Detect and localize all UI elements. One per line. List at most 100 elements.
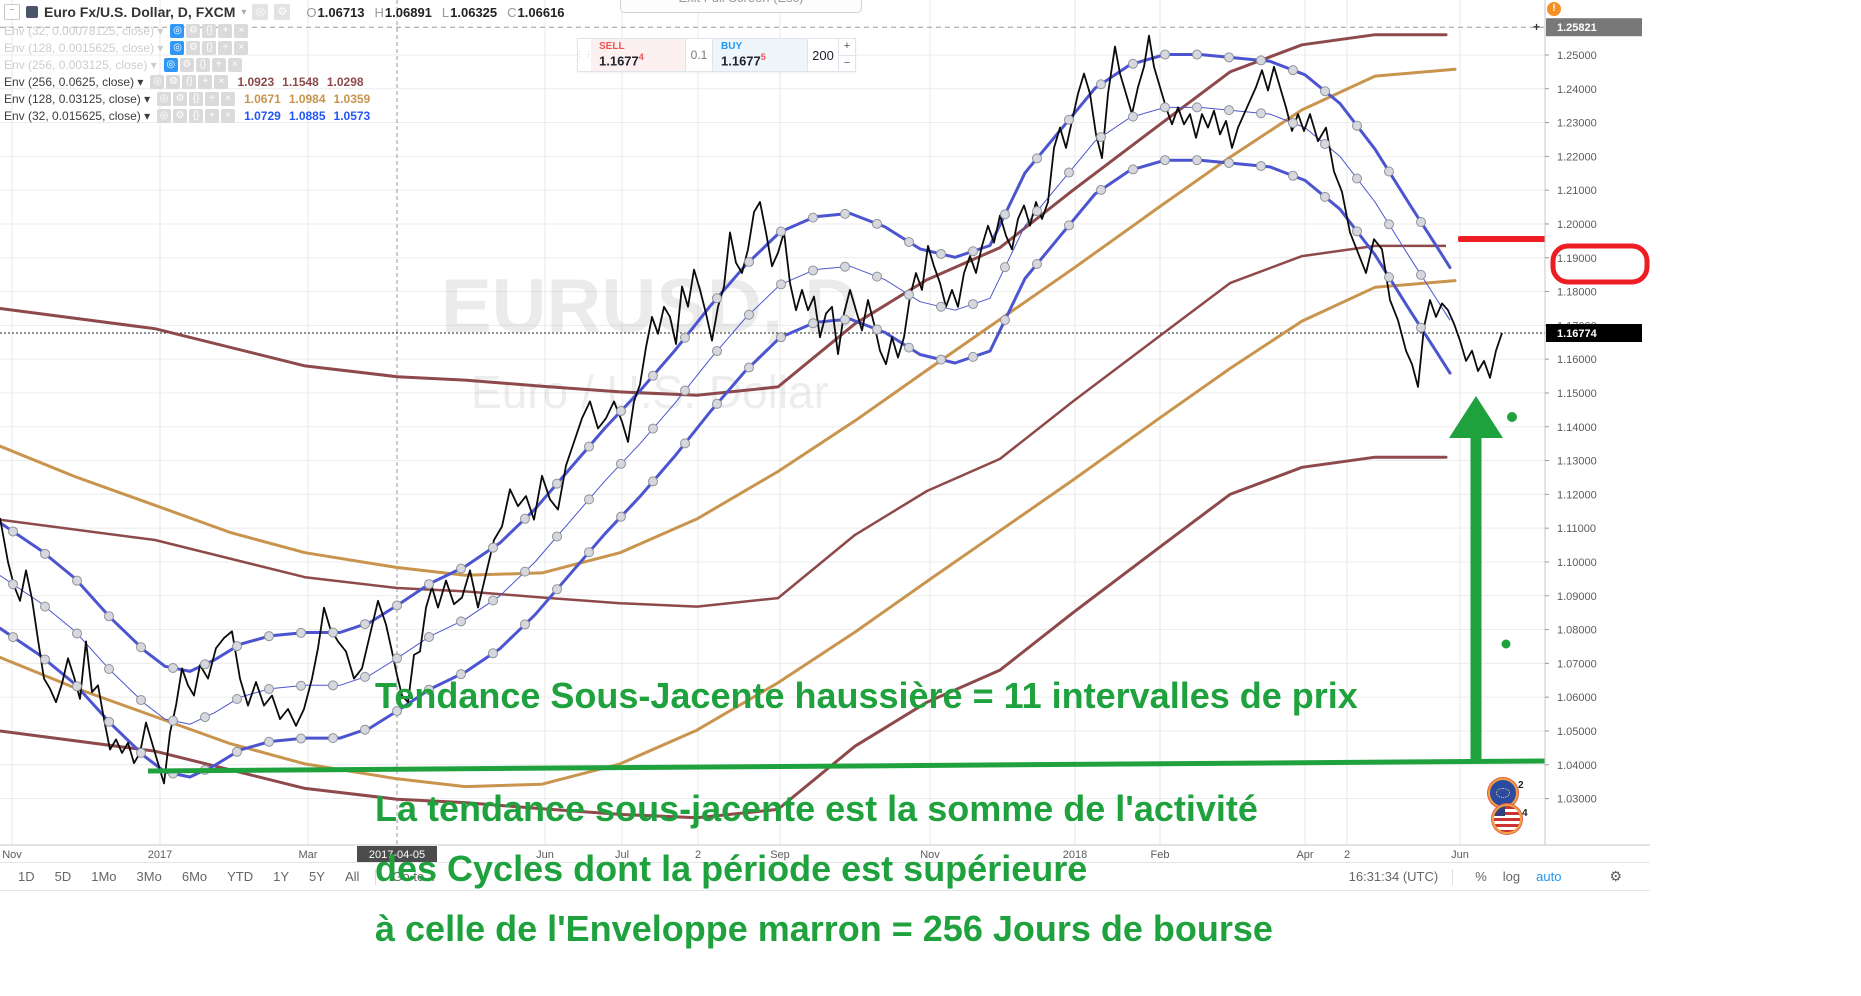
env256-upper-line (0, 33, 1448, 397)
range-button-1y[interactable]: 1Y (273, 869, 290, 884)
goto-button[interactable]: Go to... (392, 869, 436, 884)
range-button-5y[interactable]: 5Y (309, 869, 325, 884)
add-alert-plus-icon[interactable]: + (1533, 20, 1540, 34)
indicator-row[interactable]: Env (256, 0.003125, close) ▾ ◎ ⚙{} + × (4, 56, 565, 73)
indicator-values: 1.0923 1.1548 1.0298 (237, 74, 364, 89)
eye-icon[interactable]: ◎ (163, 57, 178, 72)
svg-text:1.11000: 1.11000 (1557, 523, 1596, 535)
gear-icon[interactable]: ⚙ (179, 57, 194, 72)
gear-icon[interactable]: ⚙ (186, 23, 201, 38)
buy-button[interactable]: BUY 1.16775 (712, 39, 807, 71)
legend-collapse-icon[interactable]: − (4, 4, 20, 20)
exit-fullscreen-button[interactable]: Exit Full Screen (Esc) (620, 0, 862, 13)
range-button-3mo[interactable]: 3Mo (136, 869, 162, 884)
clock[interactable]: 16:31:34 (UTC) (1348, 869, 1439, 884)
svg-text:Sep: Sep (770, 849, 790, 861)
source-code-icon[interactable]: {} (189, 91, 204, 106)
order-panel[interactable]: ⋮⋮ SELL 1.16774 0.1 BUY 1.16775 200 + − (575, 38, 856, 72)
indicator-row[interactable]: Env (128, 0.03125, close) ▾ ◎ ⚙{} + × 1.0671 1… (4, 90, 565, 107)
eye-icon[interactable]: ◎ (157, 108, 172, 123)
add-icon[interactable]: + (198, 74, 213, 89)
price-axis[interactable]: 1.25000 1.24000 1.23000 1.22000 1.21000 1.200… (0, 0, 1650, 846)
green-arrow-head[interactable] (1449, 396, 1503, 438)
add-icon[interactable]: + (205, 108, 220, 123)
range-button-6mo[interactable]: 6Mo (181, 869, 208, 884)
percent-scale-button[interactable]: % (1475, 869, 1487, 884)
alert-notification-icon[interactable]: ! (1547, 2, 1561, 16)
add-icon[interactable]: + (205, 91, 220, 106)
range-button-ytd[interactable]: YTD (227, 869, 254, 884)
gear-icon[interactable]: ⚙ (166, 74, 181, 89)
quantity-decrease-button[interactable]: − (843, 56, 851, 69)
indicator-values: 1.0729 1.0885 1.0573 (244, 108, 371, 123)
eye-icon[interactable]: ◎ (157, 91, 172, 106)
indicator-row[interactable]: Env (32, 0.015625, close) ▾ ◎ ⚙{} + × 1.0729 1… (4, 107, 565, 124)
gear-icon[interactable]: ⚙ (173, 108, 188, 123)
source-code-icon[interactable]: {} (189, 108, 204, 123)
range-button-all[interactable]: All (344, 869, 360, 884)
close-icon[interactable]: × (214, 74, 229, 89)
quantity-field[interactable]: 200 (807, 39, 838, 71)
indicator-row[interactable]: Env (256, 0.0625, close) ▾ ◎ ⚙{} + × 1.0923 1.… (4, 73, 565, 90)
gear-icon[interactable]: ⚙ (274, 4, 291, 20)
svg-text:1.07000: 1.07000 (1557, 658, 1597, 670)
indicator-label[interactable]: Env (128, 0.0015625, close) ▾ (4, 40, 164, 55)
quantity-stepper[interactable]: + − (838, 39, 855, 71)
green-trend-line[interactable] (147, 758, 1546, 774)
env256-lower-line (0, 455, 1448, 820)
close-icon[interactable]: × (227, 57, 242, 72)
symbol-title[interactable]: Euro Fx/U.S. Dollar, D, FXCM (44, 4, 236, 20)
close-icon[interactable]: × (221, 91, 236, 106)
svg-text:1.04000: 1.04000 (1557, 760, 1597, 772)
symbol-title-row[interactable]: − Euro Fx/U.S. Dollar, D, FXCM ▾ ◎ ⚙ O1.… (4, 2, 565, 22)
add-icon[interactable]: + (218, 40, 233, 55)
ohlc-H: H1.06891 (374, 4, 432, 20)
quantity-increase-button[interactable]: + (839, 39, 855, 56)
indicator-label[interactable]: Env (32, 0.00078125, close) ▾ (4, 23, 164, 38)
buy-price: 1.16775 (721, 52, 766, 69)
range-button-5d[interactable]: 5D (54, 869, 72, 884)
svg-text:2: 2 (1344, 849, 1350, 861)
source-code-icon[interactable]: {} (202, 40, 217, 55)
indicator-row[interactable]: Env (128, 0.0015625, close) ▾ ◎ ⚙{} + × (4, 39, 565, 56)
green-dot[interactable] (1507, 412, 1517, 422)
gear-icon[interactable]: ⚙ (173, 91, 188, 106)
drag-handle-icon[interactable]: ⋮⋮ (575, 50, 594, 59)
green-dot[interactable] (1501, 639, 1511, 649)
indicator-label[interactable]: Env (256, 0.003125, close) ▾ (4, 57, 157, 72)
eye-icon[interactable]: ◎ (170, 23, 185, 38)
eye-icon[interactable]: ◎ (252, 4, 269, 20)
indicator-row[interactable]: Env (32, 0.00078125, close) ▾ ◎ ⚙{} + × (4, 22, 565, 39)
us-flag-event-icon[interactable] (1492, 804, 1522, 834)
close-icon[interactable]: × (221, 108, 236, 123)
indicator-label[interactable]: Env (128, 0.03125, close) ▾ (4, 91, 151, 106)
red-circle-highlight[interactable] (1550, 243, 1650, 285)
add-icon[interactable]: + (211, 57, 226, 72)
green-arrow-shaft[interactable] (1470, 424, 1482, 760)
ohlc-O: O1.06713 (306, 4, 365, 20)
chevron-down-icon[interactable]: ▾ (241, 6, 247, 18)
close-icon[interactable]: × (234, 23, 249, 38)
indicator-label[interactable]: Env (256, 0.0625, close) ▾ (4, 74, 144, 89)
auto-scale-button[interactable]: auto (1536, 869, 1562, 884)
range-button-1d[interactable]: 1D (18, 869, 35, 884)
sell-button[interactable]: SELL 1.16774 (591, 39, 685, 71)
annotation-line-2: La tendance sous-jacente est la somme de… (375, 788, 1258, 829)
source-code-icon[interactable]: {} (182, 74, 197, 89)
us-event-count: 4 (1522, 808, 1528, 819)
indicator-label[interactable]: Env (32, 0.015625, close) ▾ (4, 108, 151, 123)
eye-icon[interactable]: ◎ (150, 74, 165, 89)
time-axis[interactable]: Nov 2017 Mar Jun Jul 2 Sep Nov 2018 Feb Apr 2 Jun 201… (2, 846, 1469, 862)
economic-event-flags[interactable]: 2 4 (1486, 778, 1544, 834)
axis-settings-gear-icon[interactable]: ⚙ (1609, 868, 1622, 884)
gear-icon[interactable]: ⚙ (186, 40, 201, 55)
source-code-icon[interactable]: {} (202, 23, 217, 38)
eye-icon[interactable]: ◎ (170, 40, 185, 55)
close-icon[interactable]: × (234, 40, 249, 55)
range-button-1mo[interactable]: 1Mo (91, 869, 117, 884)
source-code-icon[interactable]: {} (195, 57, 210, 72)
add-icon[interactable]: + (218, 23, 233, 38)
log-scale-button[interactable]: log (1502, 869, 1521, 884)
